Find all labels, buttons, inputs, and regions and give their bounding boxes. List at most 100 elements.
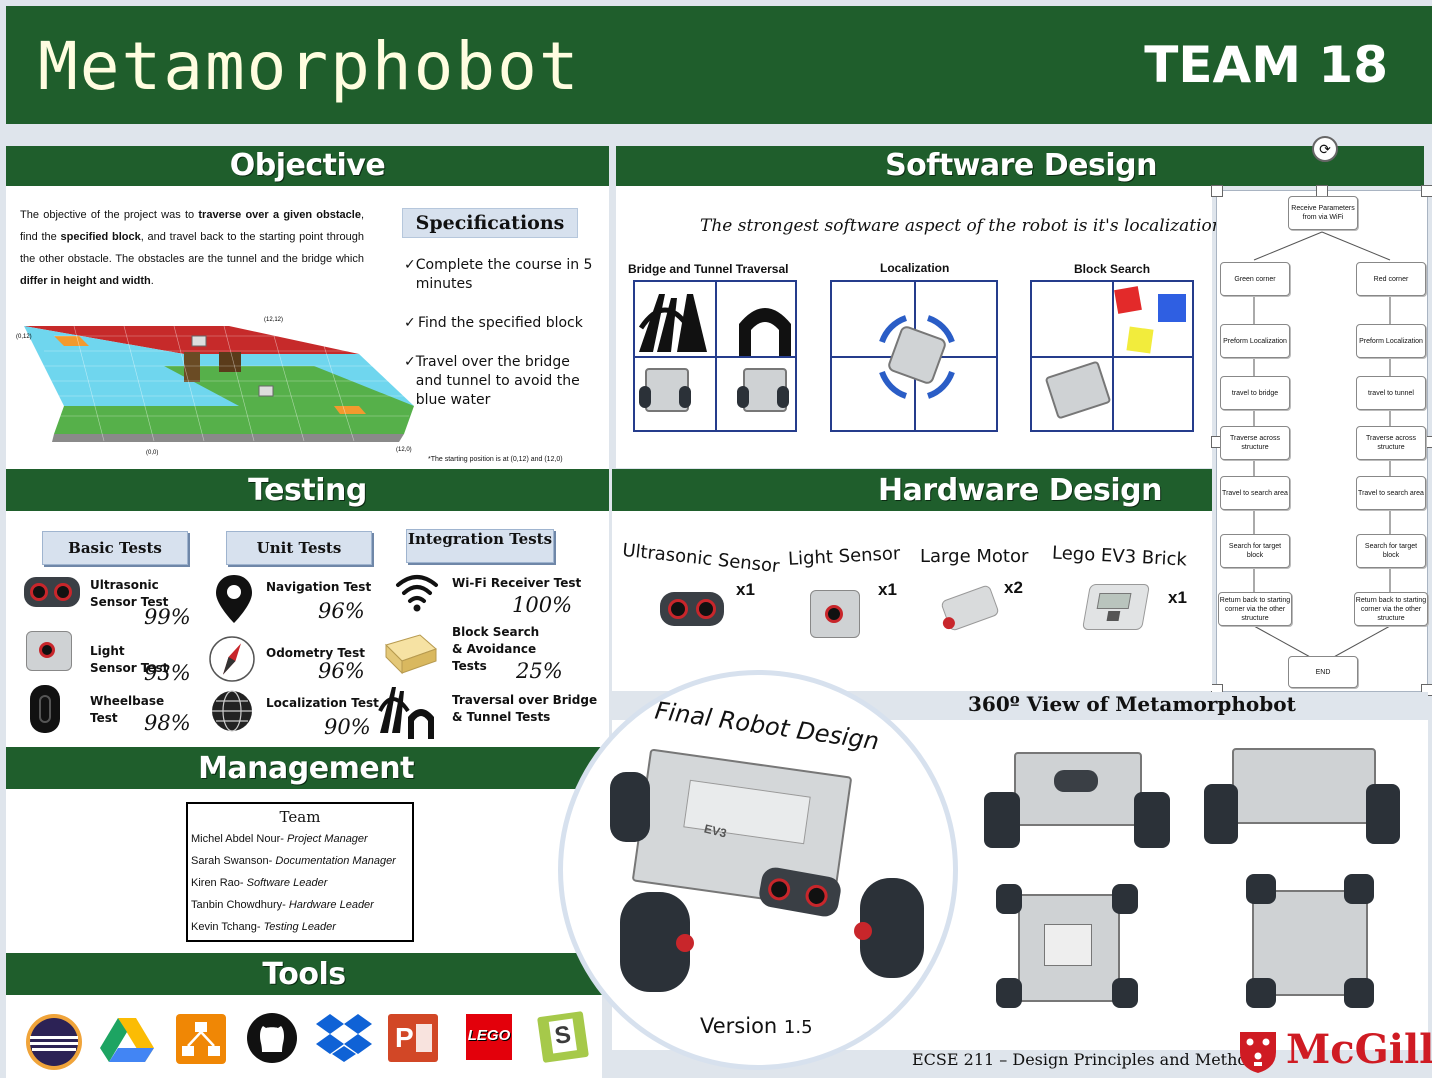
basic-test-pct: 99% [144,605,191,629]
objective-panel: The objective of the project was to trav… [6,186,609,469]
integration-test-label: Traversal over Bridge & Tunnel Tests [452,693,598,724]
team-member: Michel Abdel Nour- Project Manager [191,833,368,845]
map-label-bl: (0,0) [146,450,158,456]
flow-step: Travel to search area [1220,476,1290,510]
map-label-tl: (0,12) [16,334,32,340]
unit-test-pct: 96% [318,659,365,683]
robot-view-front [984,748,1170,852]
basic-test-label: Ultrasonic Sensor Test [90,578,169,609]
refresh-icon[interactable]: ⟳ [1312,136,1338,162]
unit-test-label: Localization Test [266,696,379,710]
flowchart-connectors [1253,231,1391,659]
specifications-heading: Specifications [402,208,578,238]
eclipse-icon[interactable] [24,1012,84,1072]
version-label: Version 1.5 [700,1014,813,1038]
integration-test-label: Block Search & Avoidance Tests [452,625,540,673]
unit-test-pct: 90% [324,715,371,739]
flow-step: Traverse across structure [1356,426,1426,460]
flow-step: Red corner [1356,262,1426,296]
software-tagline: The strongest software aspect of the rob… [700,216,1223,236]
team-member: Sarah Swanson- Documentation Manager [191,855,396,867]
team-label: TEAM 18 [1144,36,1388,94]
integration-tests-button[interactable]: Integration Tests [406,529,554,563]
hardware-title: Hardware Design [878,473,1162,508]
flow-step: Search for target block [1220,534,1290,568]
panel-label: Block Search [1074,262,1151,276]
panel-label: Localization [880,261,950,275]
team-heading: Team [279,808,321,826]
wheel-icon [30,685,60,733]
unit-tests-button[interactable]: Unit Tests [226,531,372,565]
flow-step: travel to bridge [1220,376,1290,410]
basic-test-label: Light Sensor Test [90,644,169,675]
basic-test-label: Wheelbase Test [90,694,165,725]
testing-title: Testing [248,473,367,508]
header-bar: Metamorphobot TEAM 18 [6,6,1432,124]
robot-view-top [996,884,1138,1008]
specifications-list: ✓ Complete the course in 5 minutes ✓ Find … [404,256,594,410]
flow-step: Receive Parameters from via WiFi [1288,196,1358,230]
tools-title: Tools [262,957,346,992]
hardware-part-qty: x1 [878,580,897,599]
hardware-header: Hardware Design [612,469,1212,511]
ultrasonic-sensor-icon [24,577,80,607]
map-label-br: (12,0) [396,447,412,453]
resize-handle[interactable] [1421,185,1432,197]
block-search-grid [1030,280,1194,432]
wifi-icon [396,575,438,612]
flow-step: Return back to starting corner via the o… [1218,592,1292,626]
unit-test-label: Odometry Test [266,646,365,660]
flow-step: Preform Localization [1220,324,1290,358]
light-sensor-image [810,590,860,638]
google-drive-icon[interactable] [100,1016,154,1064]
view360-title-bar [820,692,1428,720]
final-robot-image: EV3 [600,748,940,1022]
map-label-tr: (12,12) [264,317,283,323]
start-footnote: *The starting position is at (0,12) and … [428,456,563,463]
spec-item: ✓ Travel over the bridge and tunnel to av… [404,354,580,408]
resize-handle[interactable] [1211,185,1223,197]
team-member: Tanbin Chowdhury- Hardware Leader [191,899,374,911]
flow-step: Preform Localization [1356,324,1426,358]
management-header: Management [6,747,606,789]
flow-step: Search for target block [1356,534,1426,568]
flow-step: Traverse across structure [1220,426,1290,460]
objective-text: The objective of the project was to trav… [20,209,365,287]
globe-icon [212,690,252,732]
hardware-part-qty: x2 [1004,578,1023,597]
hardware-part-qty: x1 [1168,588,1187,607]
poster-title: Metamorphobot [38,28,581,105]
basic-tests-button[interactable]: Basic Tests [42,531,188,565]
draw-io-icon[interactable] [176,1014,226,1064]
tools-panel [6,995,602,1078]
tools-header: Tools [6,953,602,995]
integration-test-label: Wi-Fi Receiver Test [452,576,582,590]
objective-title: Objective [229,148,386,183]
lego-icon[interactable]: LEGO [466,1014,512,1060]
robot-view-back [1204,744,1400,852]
panel-label: Bridge and Tunnel Traversal [628,262,789,276]
spec-item: ✓ Find the specified block [404,315,583,331]
powerpoint-icon[interactable]: P [388,1014,438,1062]
sharelatex-icon[interactable]: S [537,1011,589,1063]
unit-test-label: Navigation Test [266,580,372,594]
view360-title: 360º View of Metamorphobot [968,692,1296,716]
ev3-brick-image [1081,584,1151,630]
basic-test-pct: 93% [144,661,191,685]
light-sensor-icon [26,631,72,671]
team-member: Kevin Tchang- Testing Leader [191,921,336,933]
flow-step: Travel to search area [1356,476,1426,510]
software-title: Software Design [885,148,1157,183]
flow-step: Green corner [1220,262,1290,296]
dropbox-icon[interactable] [316,1012,372,1064]
mcgill-crest-icon [1240,1032,1276,1073]
hardware-part-name: Large Motor [920,546,1029,567]
github-icon[interactable] [246,1012,298,1064]
testing-header: Testing [6,469,609,511]
flow-step: Return back to starting corner via the o… [1354,592,1428,626]
course-label: ECSE 211 – Design Principles and Methods [912,1050,1266,1069]
spec-item: ✓ Complete the course in 5 minutes [404,257,593,292]
bridge-tunnel-icon [378,687,434,739]
integration-test-pct: 25% [516,659,563,683]
ultrasonic-sensor-image [660,592,724,626]
